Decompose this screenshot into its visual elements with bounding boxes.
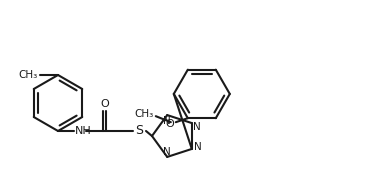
Text: O: O [100, 99, 109, 109]
Text: N: N [164, 147, 171, 157]
Text: S: S [135, 124, 143, 137]
Text: N: N [193, 122, 201, 132]
Text: CH₃: CH₃ [135, 109, 154, 119]
Text: N: N [194, 142, 202, 152]
Text: O: O [165, 119, 174, 129]
Text: CH₃: CH₃ [19, 70, 38, 80]
Text: N: N [164, 116, 171, 126]
Text: NH: NH [75, 126, 92, 136]
